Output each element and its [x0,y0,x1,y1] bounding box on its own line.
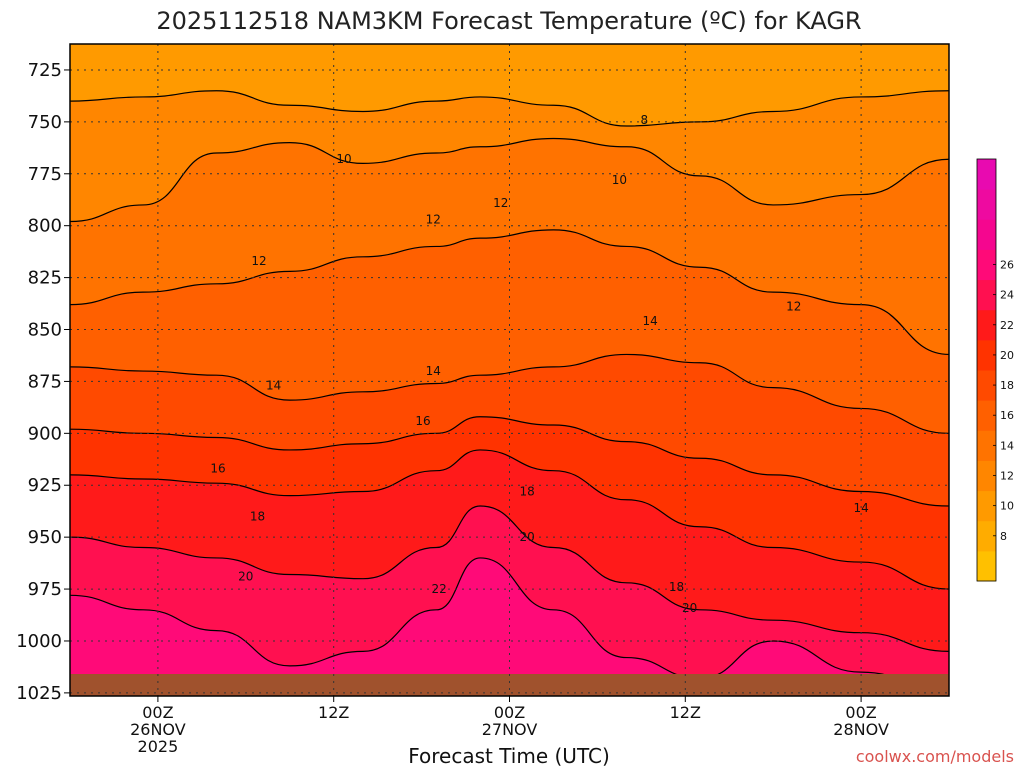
colorbar-segment [977,430,996,461]
colorbar-label: 20 [1000,349,1014,362]
colorbar-segment [977,309,996,341]
y-tick-label: 800 [28,216,62,237]
contour-label: 10 [336,152,351,166]
x-tick-label: 00Z [142,703,173,722]
y-tick-label: 775 [28,164,62,185]
contour-label: 16 [415,414,430,428]
colorbar-label: 16 [1000,409,1014,422]
colorbar-segment [977,189,996,220]
contour-label: 12 [251,254,266,268]
contour-20 [70,505,949,652]
x-tick-label: 00Z [845,703,876,722]
contour-label: 14 [266,379,281,393]
colorbar-label: 24 [1000,289,1014,302]
chart-title: 2025112518 NAM3KM Forecast Temperature (… [156,7,861,35]
contour-label: 18 [519,484,534,498]
y-tick-label: 825 [28,268,62,289]
y-tick-label: 1025 [16,683,62,704]
colorbar-segment [977,490,996,522]
y-tick-label: 975 [28,579,62,600]
contour-label: 12 [493,196,508,210]
contour-label: 22 [432,582,447,596]
contour-16 [70,416,949,507]
colorbar-segment [977,279,996,311]
x-tick-label: 27NOV [482,720,538,739]
credit-text: coolwx.com/models [856,747,1014,766]
contour-label: 16 [210,462,225,476]
x-tick-label: 00Z [494,703,525,722]
colorbar-label: 12 [1000,470,1014,483]
x-tick-label: 2025 [138,737,179,756]
colorbar-segment [977,219,996,250]
colorbar-label: 22 [1000,319,1014,332]
x-tick-label: 12Z [670,703,701,722]
contour-label: 8 [640,113,648,127]
contour-label: 14 [853,501,868,515]
colorbar: 8 10 12 14 16 18 20 22 24 26 [976,158,1014,582]
colorbar-segment [977,249,996,281]
colorbar-segment [977,400,996,431]
x-tick-label: 26NOV [130,720,186,739]
y-axis: 725 750 775 800 825 850 875 900 925 950 975 1000 102… [16,60,70,704]
y-tick-label: 850 [28,320,62,341]
x-tick-label: 12Z [318,703,349,722]
colorbar-frame [976,158,997,582]
colorbar-segment [977,339,996,371]
ground-surface [70,674,949,696]
colorbar-segment [977,550,996,582]
contour-8 [70,90,949,127]
colorbar-segment [977,520,996,552]
contour-12 [70,229,949,356]
y-tick-label: 750 [28,112,62,133]
y-tick-label: 950 [28,527,62,548]
contour-label: 18 [250,509,265,523]
colorbar-segment [977,370,996,401]
y-tick-label: 900 [28,423,62,444]
colorbar-segment [977,460,996,492]
contour-label: 12 [786,300,801,314]
contour-label: 18 [669,580,684,594]
contour-label: 14 [426,364,441,378]
colorbar-label: 8 [1000,530,1007,543]
colorbar-label: 10 [1000,500,1014,513]
y-tick-label: 1000 [16,631,62,652]
contour-label: 20 [682,601,697,615]
contour-22 [70,557,949,694]
contour-label: 20 [238,570,253,584]
y-tick-label: 875 [28,371,62,392]
colorbar-segment [977,159,996,190]
contour-label: 14 [642,314,657,328]
contour-10 [70,137,949,223]
y-tick-label: 725 [28,60,62,81]
contour-18 [70,449,949,590]
x-tick-label: 28NOV [833,720,889,739]
colorbar-label: 18 [1000,379,1014,392]
contour-label: 12 [426,212,441,226]
contour-labels: 8 10 10 12 12 12 12 14 14 14 16 16 14 18 18 18 20 20 20 22 [210,113,868,615]
colorbar-label: 14 [1000,439,1014,452]
colorbar-label: 26 [1000,259,1014,272]
contour-label: 20 [519,530,534,544]
contour-label: 10 [612,173,627,187]
contour-14 [70,353,949,434]
contour-lines [70,90,949,694]
y-tick-label: 925 [28,475,62,496]
x-axis-label: Forecast Time (UTC) [408,744,610,768]
